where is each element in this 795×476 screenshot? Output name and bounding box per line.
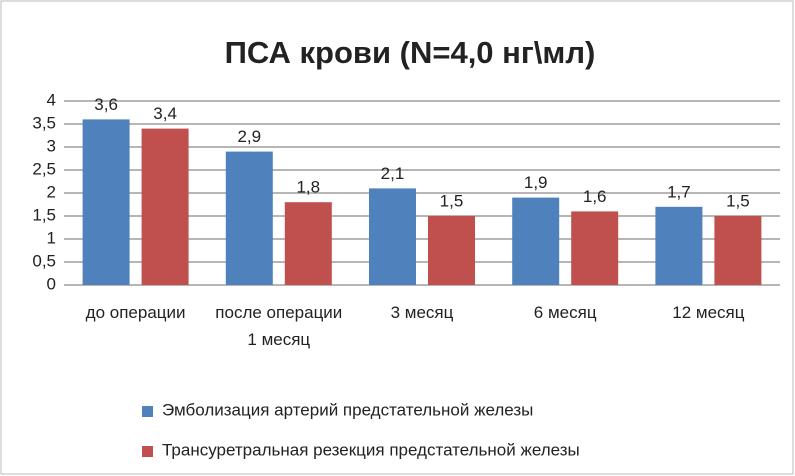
y-tick-label: 4 bbox=[47, 90, 56, 109]
data-label: 1,8 bbox=[296, 178, 320, 197]
data-label: 2,1 bbox=[381, 164, 405, 183]
legend-swatch bbox=[142, 406, 153, 417]
bar bbox=[655, 206, 703, 285]
data-label: 1,6 bbox=[583, 187, 607, 206]
data-label: 3,6 bbox=[94, 95, 118, 114]
y-tick-label: 3 bbox=[47, 136, 56, 155]
legend-swatch bbox=[142, 446, 153, 457]
bar bbox=[571, 211, 619, 285]
data-label: 3,4 bbox=[153, 104, 177, 123]
y-tick-label: 1,5 bbox=[32, 205, 56, 224]
bar bbox=[82, 119, 130, 286]
y-tick-label: 0 bbox=[47, 274, 56, 293]
y-tick-label: 2 bbox=[47, 182, 56, 201]
y-tick-label: 1 bbox=[47, 228, 56, 247]
data-label: 1,7 bbox=[667, 182, 691, 201]
bar bbox=[284, 202, 332, 285]
data-label: 1,5 bbox=[726, 191, 750, 210]
bar bbox=[141, 128, 189, 285]
bar bbox=[512, 197, 560, 285]
x-tick-label: после операции 1 месяц bbox=[215, 303, 343, 349]
bar bbox=[369, 188, 416, 285]
y-tick-label: 0,5 bbox=[32, 251, 56, 270]
y-tick-label: 2,5 bbox=[32, 159, 56, 178]
x-tick-label: 3 месяц bbox=[390, 303, 454, 322]
data-label: 1,9 bbox=[524, 173, 548, 192]
legend-label: Трансуретральная резекция предстательной… bbox=[162, 440, 580, 459]
x-tick-label: 12 месяц bbox=[672, 303, 745, 322]
bar bbox=[428, 216, 475, 285]
x-tick-label: до операции bbox=[85, 303, 186, 322]
bar bbox=[225, 151, 273, 285]
data-label: 2,9 bbox=[237, 127, 261, 146]
data-label: 1,5 bbox=[440, 191, 464, 210]
bar bbox=[714, 216, 762, 285]
legend-label: Эмболизация артерий предстательной желез… bbox=[162, 400, 533, 419]
y-tick-label: 3,5 bbox=[32, 113, 56, 132]
chart-title: ПСА крови (N=4,0 нг\мл) bbox=[225, 35, 596, 70]
x-tick-label: 6 месяц bbox=[533, 303, 597, 322]
